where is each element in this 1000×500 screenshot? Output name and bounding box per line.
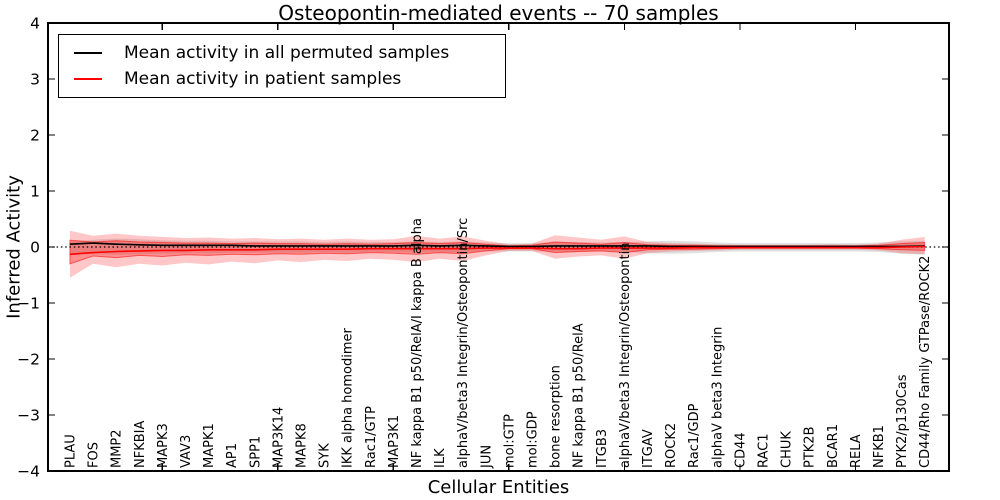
x-category-label: CD44: [733, 432, 748, 468]
x-category-label: ITGB3: [595, 429, 610, 468]
y-tick-label: −4: [17, 463, 40, 481]
legend-entry-permuted: Mean activity in all permuted samples: [74, 40, 505, 66]
x-category-label: ILK: [433, 448, 448, 468]
x-category-label: IKK alpha homodimer: [341, 327, 356, 468]
x-category-label: CD44/Rho Family GTPase/ROCK2: [918, 256, 933, 468]
x-category-label: ROCK2: [664, 423, 679, 468]
x-category-label: alphaV/beta3 Integrin/Osteopontin: [618, 243, 633, 468]
x-axis-label: Cellular Entities: [427, 477, 570, 498]
x-category-label: PTK2B: [803, 427, 818, 469]
x-category-label: RAC1: [757, 433, 772, 468]
x-category-label: CHUK: [780, 431, 795, 468]
x-category-label: MMP2: [110, 429, 125, 468]
x-category-label: NF kappa B1 p50/RelA: [572, 323, 587, 468]
x-category-label: MAPK8: [295, 423, 310, 468]
x-category-label: PLAU: [63, 434, 78, 468]
y-tick-label: 3: [30, 71, 40, 89]
legend-entry-patient: Mean activity in patient samples: [74, 66, 505, 92]
x-category-label: RELA: [849, 434, 864, 468]
y-tick-label: 1: [30, 183, 40, 201]
patient-std-band-outer: [69, 230, 925, 278]
x-category-label: mol:GDP: [526, 411, 541, 468]
x-category-label: MAPK1: [202, 423, 217, 468]
x-category-label: MAPK3: [156, 423, 171, 468]
x-category-label: BCAR1: [826, 424, 841, 468]
x-category-label: mol:GTP: [502, 414, 517, 468]
x-category-label: alphaV beta3 Integrin: [710, 327, 725, 468]
x-category-label: SPP1: [248, 436, 263, 468]
x-category-label: bone resorption: [549, 365, 564, 468]
x-category-label: FOS: [87, 442, 102, 468]
x-category-label: MAP3K14: [271, 407, 286, 468]
permuted-mean-line: [69, 242, 925, 248]
y-tick-label: 4: [30, 15, 40, 33]
y-tick-label: −3: [17, 407, 40, 425]
y-tick-label: 2: [30, 127, 40, 145]
patient-mean-line: [69, 245, 925, 256]
x-category-label: SYK: [318, 443, 333, 468]
y-axis-label: Inferred Activity: [3, 175, 25, 319]
x-category-label: AP1: [225, 443, 240, 468]
permuted-line-swatch: [74, 52, 102, 54]
legend: Mean activity in all permuted samples Me…: [58, 34, 506, 98]
y-tick-label: 0: [30, 239, 40, 257]
x-category-label: Rac1/GDP: [687, 403, 702, 468]
x-category-label: PYK2/p130Cas: [895, 374, 910, 468]
legend-label-permuted: Mean activity in all permuted samples: [124, 43, 450, 63]
x-category-label: JUN: [479, 445, 494, 469]
x-category-label: VAV3: [179, 435, 194, 468]
x-category-label: NFKBIA: [133, 421, 148, 468]
y-tick-label: −2: [17, 351, 40, 369]
x-category-label: NF kappa B1 p50/RelA/I kappa B alpha: [410, 218, 425, 468]
x-category-label: alphaV/beta3 Integrin/Osteopontin/Src: [456, 218, 471, 468]
x-category-label: NFKB1: [872, 425, 887, 468]
x-category-label: Rac1/GTP: [364, 406, 379, 468]
chart-title: Osteopontin-mediated events -- 70 sample…: [278, 1, 719, 25]
x-category-label: MAP3K1: [387, 415, 402, 468]
patient-line-swatch: [74, 78, 102, 80]
legend-label-patient: Mean activity in patient samples: [124, 69, 402, 89]
y-tick-label: −1: [17, 295, 40, 313]
x-category-label: ITGAV: [641, 429, 656, 468]
